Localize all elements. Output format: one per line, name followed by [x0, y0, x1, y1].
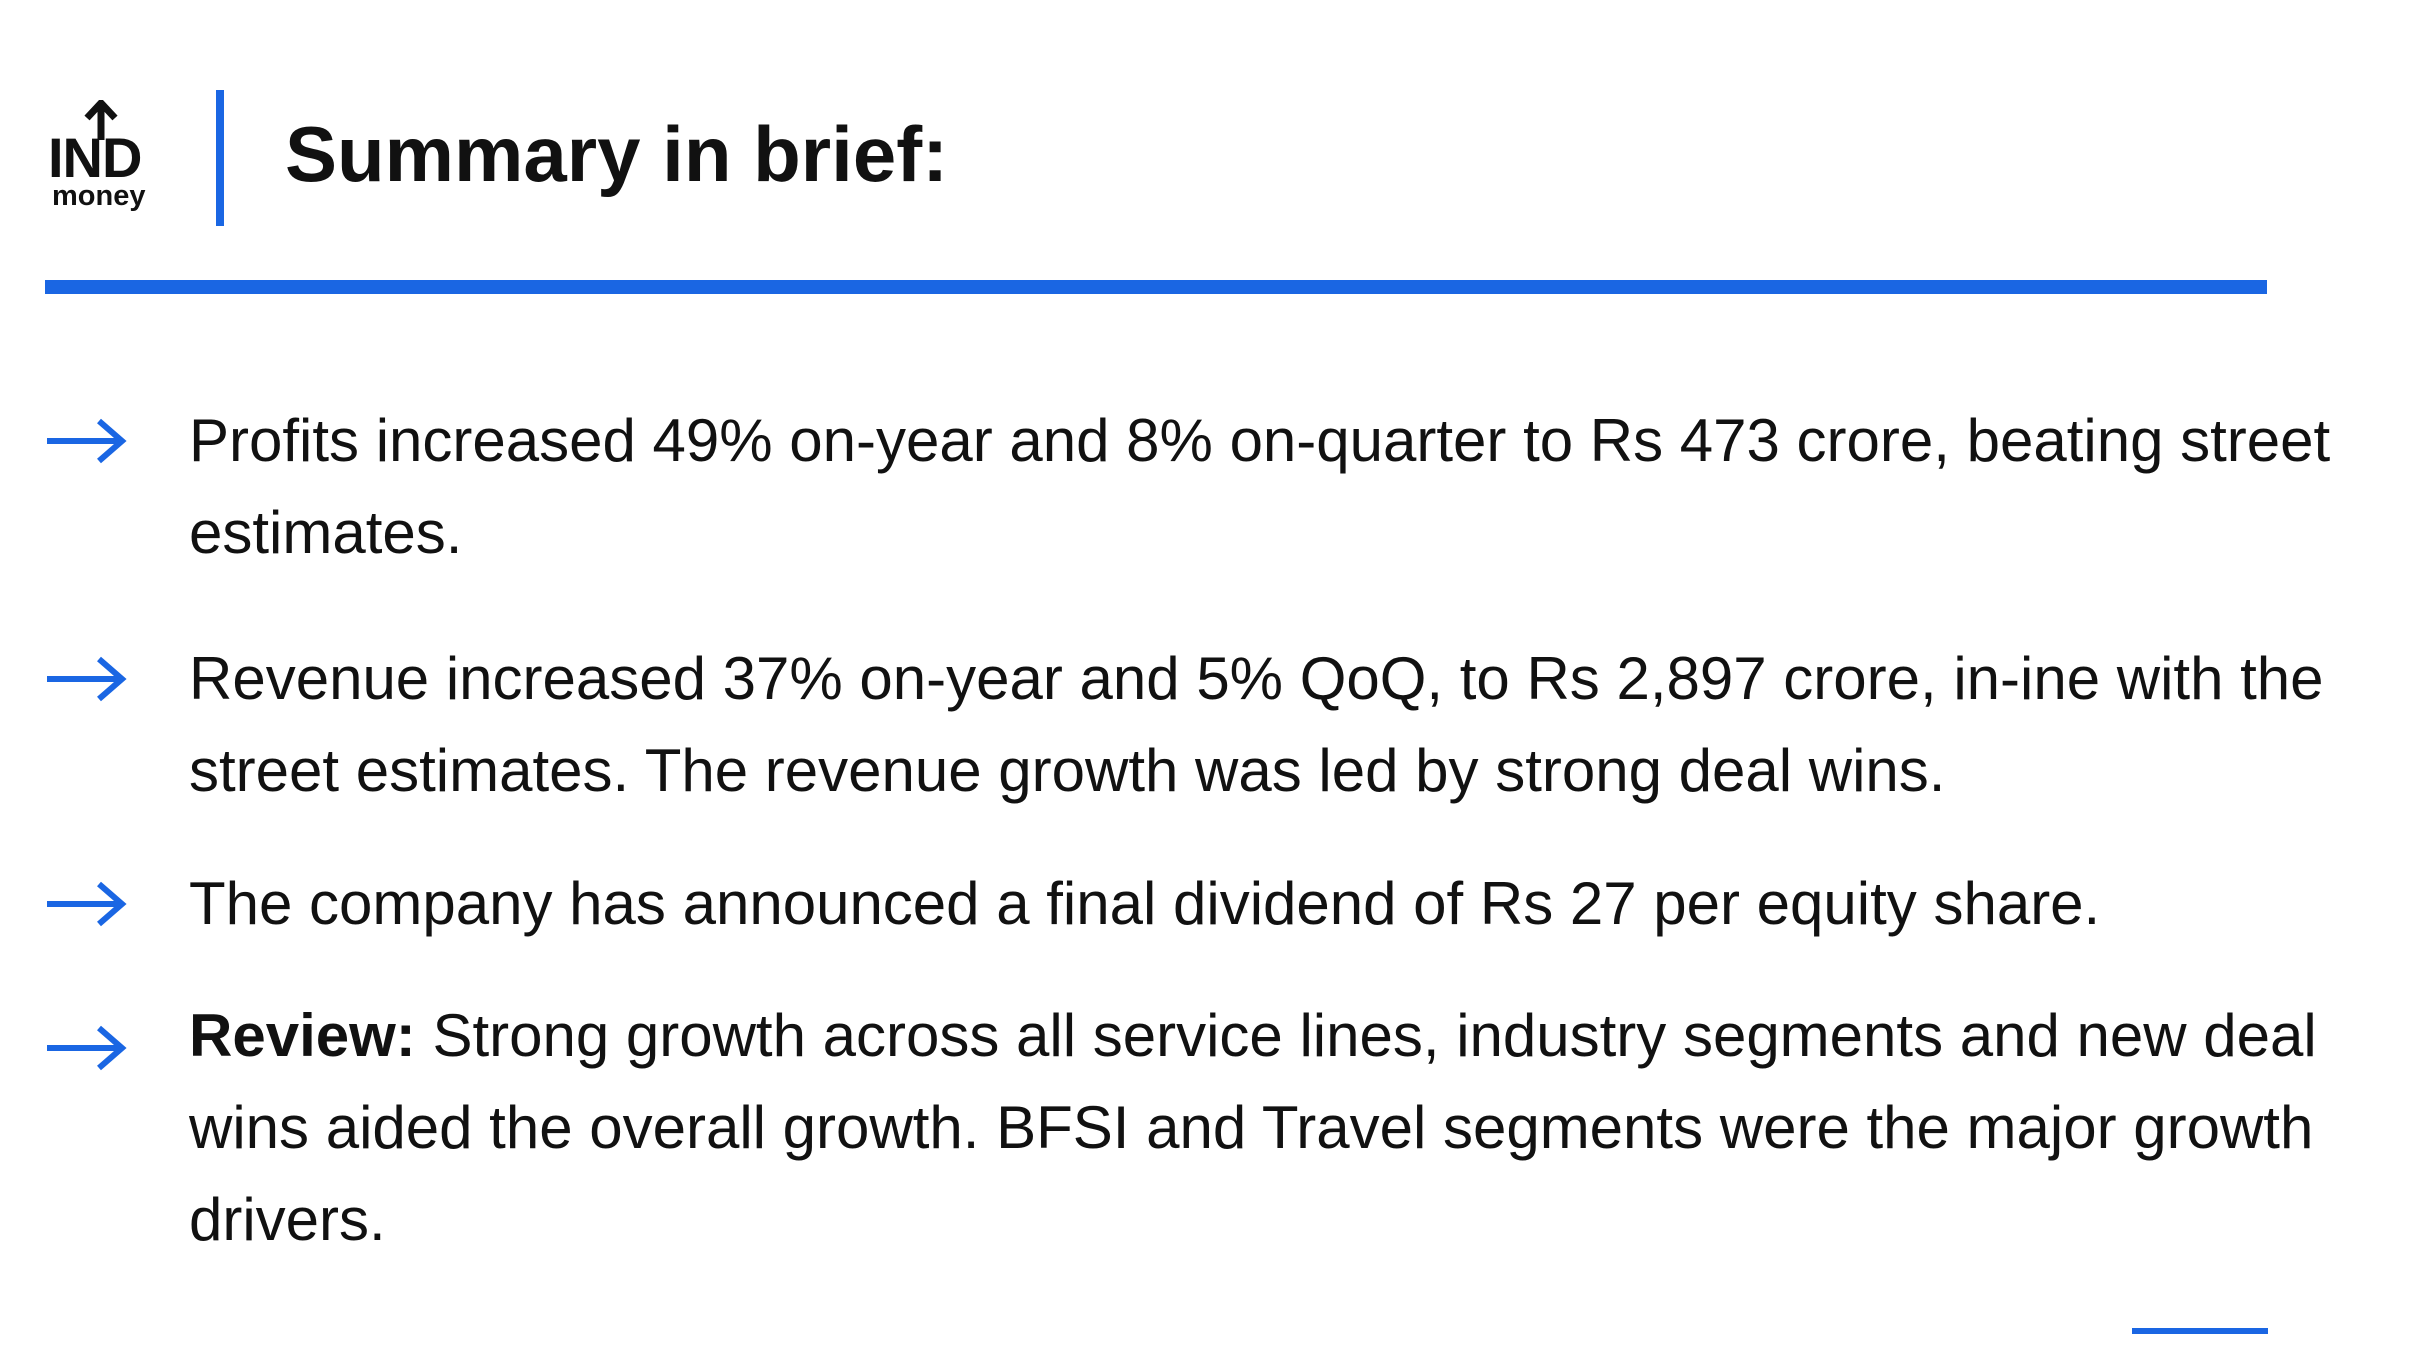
header-divider: [216, 90, 224, 226]
right-arrow-icon: [47, 1025, 127, 1071]
summary-text: Profits increased 49% on-year and 8% on-…: [189, 407, 2331, 566]
right-arrow-icon: [47, 418, 127, 464]
page-title: Summary in brief:: [285, 110, 949, 198]
summary-text: Revenue increased 37% on-year and 5% QoQ…: [189, 645, 2324, 804]
summary-text: Review: Strong growth across all service…: [189, 990, 2379, 1266]
right-arrow-icon: [47, 881, 127, 927]
logo-subtitle: money: [52, 180, 146, 212]
indmoney-logo: IND money: [48, 100, 152, 212]
header-rule: [45, 280, 2267, 294]
summary-text: The company has announced a final divide…: [189, 870, 2101, 937]
up-arrow-icon: [84, 100, 118, 140]
review-label: Review:: [189, 1002, 416, 1069]
review-text: Strong growth across all service lines, …: [189, 1002, 2317, 1253]
logo-wordmark: IND: [48, 126, 142, 189]
footer-accent-rule: [2132, 1328, 2268, 1334]
right-arrow-icon: [47, 656, 127, 702]
